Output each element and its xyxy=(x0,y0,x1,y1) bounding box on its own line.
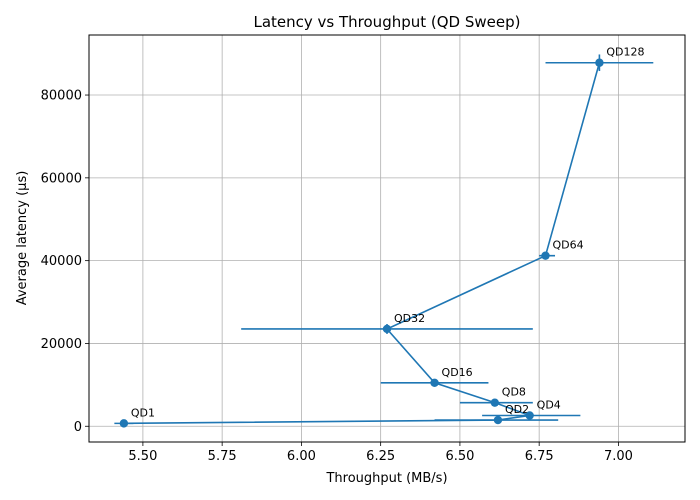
ticks-layer: 5.50 5.75 6.00 6.25 6.50 6.75 7.00 0 20000 40000 6… xyxy=(41,89,633,464)
data-point xyxy=(525,411,534,420)
data-point xyxy=(119,419,129,428)
data-point xyxy=(430,378,439,387)
point-label: QD128 xyxy=(606,46,644,59)
x-tick-label: 6.25 xyxy=(366,449,395,464)
point-label: QD64 xyxy=(553,239,584,252)
y-tick-label: 20000 xyxy=(41,337,82,352)
plot-frame xyxy=(88,34,686,443)
series-layer: QD1 QD2 QD4 QD8 QD16 QD32 QD64 QD128 xyxy=(114,46,654,428)
x-tick-label: 6.50 xyxy=(445,449,474,464)
x-tick-label: 6.00 xyxy=(287,449,316,464)
data-point xyxy=(595,58,604,67)
y-axis-title: Average latency (µs) xyxy=(15,171,30,306)
data-point xyxy=(541,251,550,260)
point-label: QD16 xyxy=(442,366,473,379)
data-point xyxy=(490,398,499,407)
x-tick-label: 5.75 xyxy=(208,449,237,464)
data-point xyxy=(382,324,392,334)
point-label: QD8 xyxy=(502,386,526,399)
chart-title: Latency vs Throughput (QD Sweep) xyxy=(253,13,520,31)
y-tick-label: 40000 xyxy=(41,254,82,269)
x-tick-label: 7.00 xyxy=(604,449,633,464)
point-label: QD4 xyxy=(537,399,561,412)
grid-layer xyxy=(89,35,685,442)
x-axis-title: Throughput (MB/s) xyxy=(325,471,447,486)
y-tick-label: 0 xyxy=(74,420,82,435)
y-tick-label: 80000 xyxy=(41,89,82,104)
series-line xyxy=(123,62,601,425)
point-label: QD1 xyxy=(131,406,155,419)
point-label: QD32 xyxy=(394,312,425,325)
x-tick-label: 5.50 xyxy=(128,449,157,464)
data-point xyxy=(493,415,503,425)
x-tick-label: 6.75 xyxy=(525,449,554,464)
y-tick-label: 60000 xyxy=(41,171,82,186)
point-label: QD2 xyxy=(505,403,529,416)
